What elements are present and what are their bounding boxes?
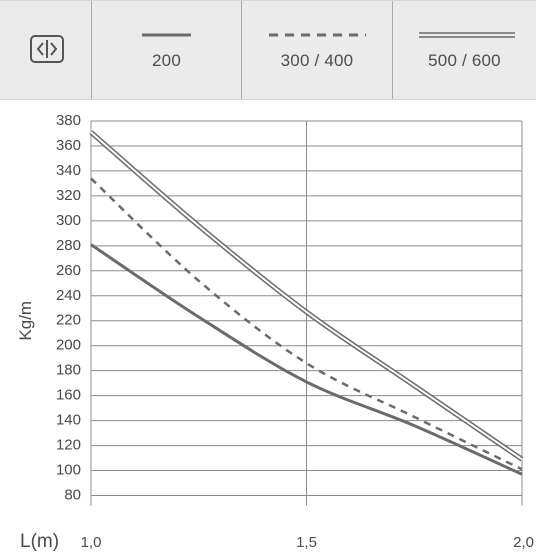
y-tick-label: 80 xyxy=(64,487,81,504)
y-tick-label: 200 xyxy=(56,337,81,354)
y-tick-label: 300 xyxy=(56,212,81,229)
y-tick-label: 340 xyxy=(56,162,81,179)
legend-sample-solid xyxy=(142,33,191,37)
legend-label-500-600: 500 / 600 xyxy=(428,51,501,70)
y-tick-label: 220 xyxy=(56,312,81,329)
y-tick-label: 240 xyxy=(56,287,81,304)
series-500-600-line-inner xyxy=(90,131,523,461)
y-axis-title: Kg/m xyxy=(16,301,35,341)
y-tick-label: 280 xyxy=(56,237,81,254)
y-tick-label: 160 xyxy=(56,387,81,404)
y-tick-label: 180 xyxy=(56,362,81,379)
legend-label-200: 200 xyxy=(152,51,181,70)
header-divider xyxy=(241,1,242,99)
y-tick-label: 360 xyxy=(56,137,81,154)
chart-labels: 80 100 120 140 160 180 200 220 240 260 280 300 320 34… xyxy=(16,112,534,552)
legend-sample-dashed xyxy=(269,33,366,37)
legend-label-300-400: 300 / 400 xyxy=(280,51,354,70)
width-arrows-icon xyxy=(30,35,64,63)
y-tick-label: 140 xyxy=(56,412,81,429)
legend-item-200: 200 xyxy=(92,1,241,99)
x-tick-label: 1,0 xyxy=(81,534,102,551)
legend-item-500-600: 500 / 600 xyxy=(393,1,536,99)
load-chart: 80 100 120 140 160 180 200 220 240 260 280 300 320 34… xyxy=(16,112,534,552)
x-tick-label: 2,0 xyxy=(513,534,534,551)
series-200-line xyxy=(90,243,523,476)
chart-grid xyxy=(90,120,523,506)
y-tick-label: 260 xyxy=(56,262,81,279)
y-tick-label: 380 xyxy=(56,112,81,129)
x-tick-label: 1,5 xyxy=(296,534,317,551)
header-divider xyxy=(91,1,92,99)
legend-icon-cell xyxy=(0,1,91,99)
y-tick-label: 120 xyxy=(56,437,81,454)
chart-series xyxy=(89,130,524,476)
y-tick-label: 100 xyxy=(56,462,81,479)
x-axis-title: L(m) xyxy=(20,531,59,552)
legend-item-300-400: 300 / 400 xyxy=(242,1,392,99)
y-tick-label: 320 xyxy=(56,187,81,204)
series-300-400-line xyxy=(90,177,523,471)
legend-sample-double xyxy=(419,32,515,38)
legend-header: 200 300 / 400 500 / 600 xyxy=(0,0,536,100)
header-divider xyxy=(392,1,393,99)
